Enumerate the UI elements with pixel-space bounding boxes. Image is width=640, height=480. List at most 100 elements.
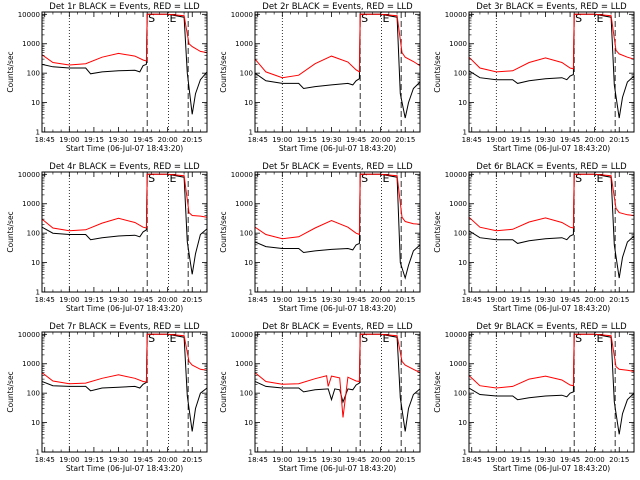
y-axis-label: Counts/sec [6, 51, 15, 92]
x-tick-label: 20:00 [585, 456, 605, 464]
x-tick-label: 18:45 [248, 456, 268, 464]
x-tick-label: 19:00 [486, 456, 506, 464]
series-lld [469, 173, 634, 232]
series-lld [255, 13, 420, 79]
y-tick-label: 100 [454, 70, 467, 78]
x-tick-label: 19:45 [346, 296, 366, 304]
x-tick-label: 19:45 [560, 456, 580, 464]
panel-title: Det 9r BLACK = Events, RED = LLD [476, 322, 627, 332]
panel-title: Det 8r BLACK = Events, RED = LLD [262, 322, 413, 332]
plot-frame [41, 331, 208, 453]
y-tick-label: 10000 [445, 331, 467, 339]
y-tick-label: 10000 [231, 11, 253, 19]
x-tick-label: 20:00 [158, 296, 178, 304]
y-tick-label: 10 [244, 419, 253, 427]
y-tick-label: 10000 [445, 171, 467, 179]
panel-title: Det 7r BLACK = Events, RED = LLD [49, 322, 200, 332]
x-tick-label: 19:45 [346, 136, 366, 144]
series-events [42, 173, 207, 275]
series-events [469, 173, 634, 279]
y-tick-label: 1 [249, 129, 253, 137]
x-tick-label: 19:15 [511, 456, 531, 464]
y-tick-label: 10000 [18, 171, 40, 179]
x-tick-label: 19:15 [297, 296, 317, 304]
x-tick-label: 20:00 [371, 296, 391, 304]
marker-label: S [148, 332, 155, 345]
y-tick-label: 100 [27, 390, 40, 398]
marker-label: E [169, 172, 176, 185]
marker-label: S [148, 172, 155, 185]
y-tick-label: 10 [31, 99, 40, 107]
y-tick-label: 10000 [231, 171, 253, 179]
x-tick-label: 19:45 [346, 456, 366, 464]
x-tick-label: 19:00 [59, 296, 79, 304]
plot-frame [254, 11, 421, 133]
y-tick-label: 1000 [449, 40, 467, 48]
y-tick-label: 1000 [449, 200, 467, 208]
plot-frame [468, 11, 635, 133]
x-tick-label: 19:45 [133, 456, 153, 464]
y-tick-label: 10000 [18, 331, 40, 339]
x-axis-label: Start Time (06-Jul-07 18:43:20) [493, 304, 610, 313]
x-axis-label: Start Time (06-Jul-07 18:43:20) [493, 144, 610, 153]
y-tick-label: 100 [454, 390, 467, 398]
y-tick-label: 10 [244, 259, 253, 267]
y-tick-label: 1 [36, 449, 40, 457]
x-tick-label: 19:15 [511, 296, 531, 304]
marker-label: S [361, 172, 368, 185]
x-tick-label: 19:00 [59, 456, 79, 464]
x-axis-label: Start Time (06-Jul-07 18:43:20) [66, 304, 183, 313]
panel-title: Det 2r BLACK = Events, RED = LLD [262, 2, 413, 12]
y-axis-label: Counts/sec [433, 51, 442, 92]
x-tick-label: 19:00 [272, 296, 292, 304]
y-tick-label: 1 [463, 129, 467, 137]
panel-title: Det 1r BLACK = Events, RED = LLD [49, 2, 200, 12]
x-tick-label: 20:00 [158, 456, 178, 464]
plot-frame [468, 171, 635, 293]
marker-label: S [148, 12, 155, 25]
y-tick-label: 1000 [22, 200, 40, 208]
series-events [255, 333, 420, 432]
y-tick-label: 10 [31, 259, 40, 267]
y-tick-label: 1 [463, 449, 467, 457]
y-tick-label: 1 [36, 289, 40, 297]
y-tick-label: 10000 [18, 11, 40, 19]
marker-label: E [596, 12, 603, 25]
y-axis-label: Counts/sec [219, 51, 228, 92]
y-tick-label: 100 [27, 230, 40, 238]
x-tick-label: 20:15 [182, 296, 202, 304]
x-axis-label: Start Time (06-Jul-07 18:43:20) [66, 144, 183, 153]
y-tick-label: 100 [27, 70, 40, 78]
x-tick-label: 20:00 [371, 456, 391, 464]
marker-label: E [596, 332, 603, 345]
marker-label: E [382, 332, 389, 345]
x-tick-label: 19:00 [486, 136, 506, 144]
marker-label: E [596, 172, 603, 185]
y-tick-label: 1000 [449, 360, 467, 368]
y-tick-label: 10 [458, 259, 467, 267]
series-lld [469, 13, 634, 73]
x-tick-label: 19:30 [535, 456, 555, 464]
x-tick-label: 19:30 [321, 136, 341, 144]
x-tick-label: 19:15 [84, 296, 104, 304]
x-tick-label: 20:15 [609, 296, 629, 304]
marker-label: E [382, 12, 389, 25]
y-axis-label: Counts/sec [6, 211, 15, 252]
x-tick-label: 20:00 [158, 136, 178, 144]
x-tick-label: 19:00 [272, 136, 292, 144]
x-tick-label: 19:45 [133, 296, 153, 304]
x-tick-label: 20:15 [609, 456, 629, 464]
x-axis-label: Start Time (06-Jul-07 18:43:20) [279, 304, 396, 313]
plot-frame [254, 171, 421, 293]
panel-title: Det 3r BLACK = Events, RED = LLD [476, 2, 627, 12]
x-tick-label: 20:15 [395, 136, 415, 144]
x-tick-label: 20:15 [395, 296, 415, 304]
series-events [255, 173, 420, 280]
